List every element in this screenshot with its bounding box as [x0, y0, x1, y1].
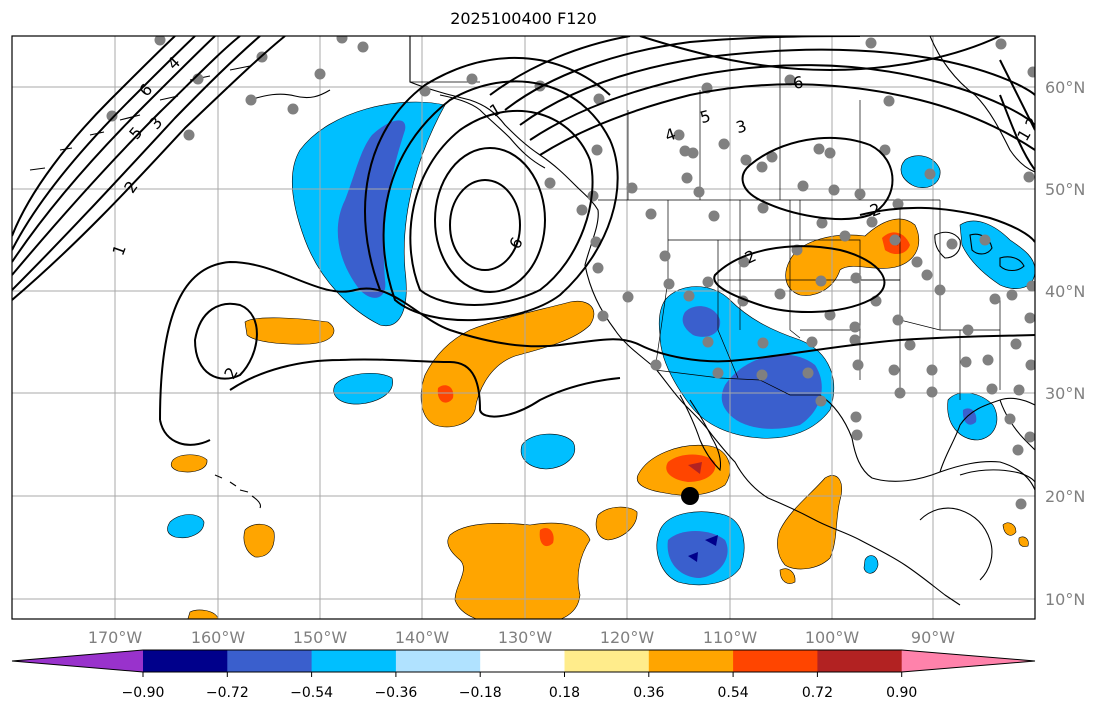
- colorbar-segment: [395, 650, 481, 672]
- contour-label: 5: [698, 106, 713, 127]
- map-title: 2025100400 F120: [450, 9, 597, 28]
- latitude-tick-label: 20°N: [1045, 487, 1085, 506]
- map-frame: [11, 35, 1036, 620]
- colorbar-tick-label: −0.36: [374, 685, 417, 701]
- colorbar-max-extension: [901, 650, 1035, 672]
- colorbar-segment: [564, 650, 650, 672]
- station-markers: [106, 36, 1035, 510]
- negative-anomaly-southwest-us-core-2: [682, 306, 721, 337]
- longitude-tick-label: 150°W: [293, 628, 348, 647]
- contour-lines: [12, 36, 1035, 446]
- latitude-tick-label: 30°N: [1045, 384, 1085, 403]
- positive-anomaly-central-pacific: [447, 522, 591, 619]
- storm-position-marker: [681, 487, 699, 505]
- colorbar-tick-label: −0.72: [206, 685, 249, 701]
- longitude-tick-label: 100°W: [805, 628, 860, 647]
- colorbar-tick-labels: −0.90 −0.72 −0.54 −0.36 −0.18 0.18 0.36 0.54 0.7…: [122, 672, 917, 701]
- colorbar-tick-label: 0.54: [718, 685, 749, 701]
- latitude-tick-labels: 10°N 20°N 30°N 40°N 50°N 60°N: [1045, 78, 1085, 609]
- contour-label: 6: [792, 72, 805, 92]
- positive-anomaly-pacific-band: [420, 300, 595, 428]
- anomaly-shading: [167, 101, 1035, 619]
- longitude-tick-label: 120°W: [600, 628, 655, 647]
- colorbar-segment: [733, 650, 818, 672]
- colorbar-tick-label: 0.90: [886, 685, 917, 701]
- latitude-tick-label: 60°N: [1045, 78, 1085, 97]
- longitude-tick-label: 130°W: [498, 628, 553, 647]
- longitude-tick-labels: 170°W 160°W 150°W 140°W 130°W 120°W 110°W 100°W…: [88, 628, 955, 647]
- colorbar-tick-label: 0.36: [633, 685, 664, 701]
- colorbar-segment: [227, 650, 313, 672]
- colorbar-min-extension: [12, 650, 143, 672]
- positive-anomaly-mexico: [777, 475, 842, 570]
- latitude-tick-label: 40°N: [1045, 282, 1085, 301]
- colorbar-tick-label: −0.18: [459, 685, 502, 701]
- colorbar-segment: [817, 650, 903, 672]
- negative-anomaly-southwest-us-core: [721, 354, 822, 429]
- colorbar-segment: [648, 650, 734, 672]
- latitude-tick-label: 10°N: [1045, 590, 1085, 609]
- longitude-tick-label: 160°W: [191, 628, 246, 647]
- colorbar: [11, 649, 1036, 673]
- colorbar-tick-label: 0.72: [802, 685, 833, 701]
- colorbar-segment: [143, 650, 228, 672]
- colorbar-tick-label: −0.90: [122, 685, 165, 701]
- longitude-tick-label: 140°W: [395, 628, 450, 647]
- longitude-tick-label: 90°W: [911, 628, 955, 647]
- negative-anomaly-gulf-of-alaska-core: [337, 120, 406, 298]
- colorbar-tick-label: −0.54: [290, 685, 333, 701]
- map-plot-area: 1 2 3 4 5 6 1 2 3 4 5 6 2 6 1 2 2: [12, 36, 1035, 619]
- longitude-tick-label: 110°W: [703, 628, 758, 647]
- latitude-tick-label: 50°N: [1045, 180, 1085, 199]
- colorbar-segment: [480, 650, 565, 672]
- longitude-tick-label: 170°W: [88, 628, 143, 647]
- colorbar-tick-label: 0.18: [549, 685, 580, 701]
- colorbar-segment: [311, 650, 397, 672]
- contour-label: 3: [734, 116, 749, 137]
